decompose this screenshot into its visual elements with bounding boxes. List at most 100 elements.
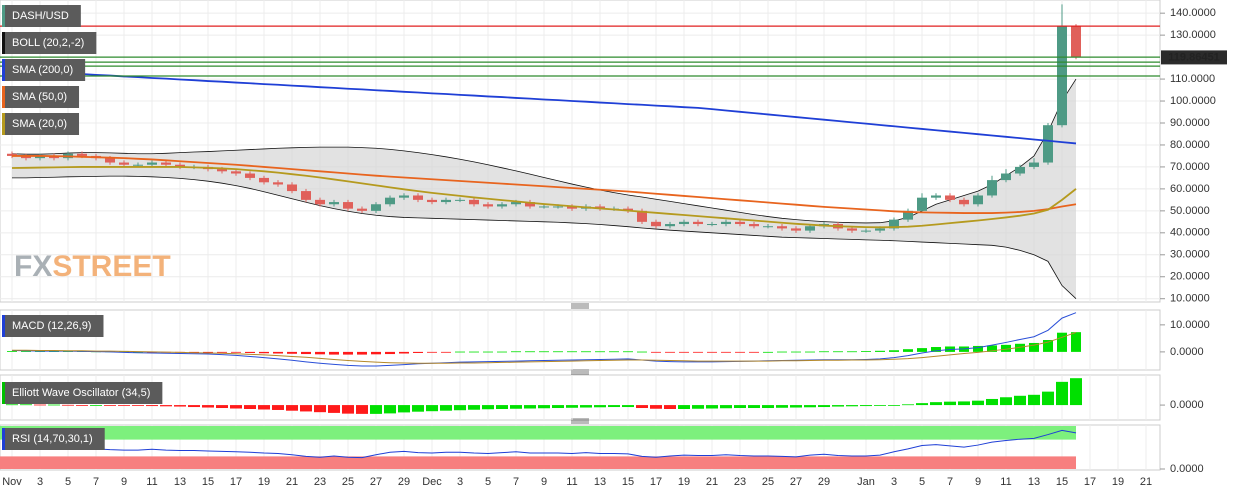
candle-body [861, 230, 871, 232]
macd-histogram-bar [987, 345, 997, 352]
candle-body [1071, 26, 1081, 58]
candle-body [7, 153, 17, 156]
x-tick-label: 11 [146, 476, 157, 488]
legend-text: SMA (20,0) [12, 118, 67, 130]
candle-body [259, 177, 269, 183]
bollinger-lower [12, 175, 1077, 299]
legend-box [2, 113, 80, 135]
macd-histogram-bar [21, 351, 31, 352]
candle-body [735, 221, 745, 225]
legend-entry[interactable]: BOLL (20,2,-2) [2, 32, 97, 54]
ewo-bar [832, 405, 844, 407]
candle-body [301, 191, 311, 200]
legend-entry[interactable]: SMA (50,0) [2, 86, 80, 108]
macd-histogram-bar [973, 345, 983, 352]
ewo-bar [860, 405, 872, 407]
macd-histogram-bar [833, 351, 843, 353]
macd-histogram-bar [315, 351, 325, 355]
candle-body [469, 199, 479, 205]
watermark-part: STREET [52, 250, 170, 283]
candle-body [693, 221, 703, 225]
legend-entry[interactable]: MACD (12,26,9) [2, 315, 104, 337]
candle-body [875, 228, 885, 231]
oversold-zone [0, 456, 1076, 469]
candle-body [133, 164, 143, 166]
ewo-bar [62, 404, 74, 406]
candle-body [371, 204, 381, 211]
candle-body [539, 206, 549, 208]
legend-swatch [2, 113, 5, 135]
legend-entry[interactable]: SMA (20,0) [2, 113, 80, 135]
candle-body [637, 210, 647, 222]
candle-body [721, 221, 731, 225]
ewo-bar [370, 405, 382, 414]
ewo-bar [776, 405, 788, 408]
candle-body [987, 180, 997, 196]
candle-body [483, 204, 493, 207]
candle-body [287, 184, 297, 192]
macd-histogram-bar [245, 351, 255, 353]
ewo-bar [580, 405, 592, 408]
overlay-layer: Nov 3 5 7 9 11 13 15 17 19 21 23 25 27 29 Dec 3 5 7 9 11 13 15… [2, 5, 1227, 488]
y-tick-label: 0.0000 [1170, 399, 1204, 411]
macd-histogram-bar [1029, 342, 1039, 352]
macd-histogram-bar [1057, 332, 1067, 352]
y-tick-label: 50.0000 [1170, 205, 1210, 217]
ewo-bar [608, 405, 620, 408]
ewo-bar [692, 405, 704, 409]
legend-text: SMA (50,0) [12, 91, 67, 103]
ewo-bar [1014, 395, 1026, 406]
legend-box [2, 428, 105, 450]
legend-swatch [2, 315, 5, 337]
y-tick-label: 0.0000 [1170, 463, 1204, 475]
candle-body [931, 195, 941, 198]
x-tick-label: 29 [398, 476, 410, 488]
legend-text: MACD (12,26,9) [12, 320, 91, 332]
candle-body [161, 162, 171, 165]
macd-histogram-bar [525, 351, 535, 353]
x-tick-label: 21 [706, 476, 718, 488]
macd-histogram-bar [623, 351, 633, 353]
x-tick-label: 23 [314, 476, 326, 488]
macd-histogram-bar [483, 351, 493, 353]
y-tick-label: 40.0000 [1170, 227, 1210, 239]
ewo-bar [314, 405, 326, 413]
ewo-bar [1042, 391, 1054, 406]
ewo-bar [972, 400, 984, 406]
y-tick-label: 110.0000 [1170, 73, 1215, 85]
x-tick-label: 3 [457, 476, 463, 488]
ewo-bar [538, 405, 550, 409]
ewo-bar [258, 405, 270, 410]
macd-histogram-bar [903, 349, 913, 352]
ewo-bar [958, 401, 970, 406]
x-tick-label: 11 [1000, 476, 1011, 488]
legend-entry[interactable]: DASH/USD [2, 5, 81, 27]
ewo-panel [0, 374, 1161, 421]
candle-body [511, 202, 521, 205]
macd-histogram-bar [665, 351, 675, 353]
ewo-bar [636, 405, 648, 409]
legend-entry[interactable]: SMA (200,0) [2, 59, 86, 81]
x-tick-label: 15 [622, 476, 634, 488]
macd-histogram-bar [777, 351, 787, 353]
ewo-bar [454, 405, 466, 411]
x-tick-label: 3 [891, 476, 897, 488]
x-tick-label: Dec [422, 476, 442, 488]
x-tick-label: Jan [857, 476, 875, 488]
macd-histogram-bar [399, 351, 409, 354]
y-tick-label: 80.0000 [1170, 139, 1210, 151]
ewo-bar [230, 405, 242, 409]
x-tick-label: 21 [1140, 476, 1152, 488]
candle-body [945, 195, 955, 200]
legend-entry[interactable]: RSI (14,70,30,1) [2, 428, 105, 450]
x-tick-label: 17 [650, 476, 662, 488]
panel-resize-grips[interactable] [571, 303, 589, 424]
x-tick-label: 25 [342, 476, 354, 488]
ewo-bar [34, 404, 46, 406]
ewo-bar [468, 405, 480, 410]
legend-entry[interactable]: Elliott Wave Oscillator (34,5) [2, 382, 163, 404]
macd-histogram-bar [511, 351, 521, 353]
ewo-bar [524, 405, 536, 409]
candle-body [119, 162, 129, 165]
macd-histogram-bar [203, 351, 213, 353]
